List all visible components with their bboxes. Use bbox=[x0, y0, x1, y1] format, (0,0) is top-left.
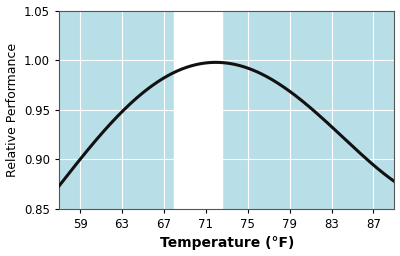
Y-axis label: Relative Performance: Relative Performance bbox=[6, 43, 18, 177]
X-axis label: Temperature (°F): Temperature (°F) bbox=[160, 237, 294, 250]
Bar bbox=[174, 10, 222, 209]
